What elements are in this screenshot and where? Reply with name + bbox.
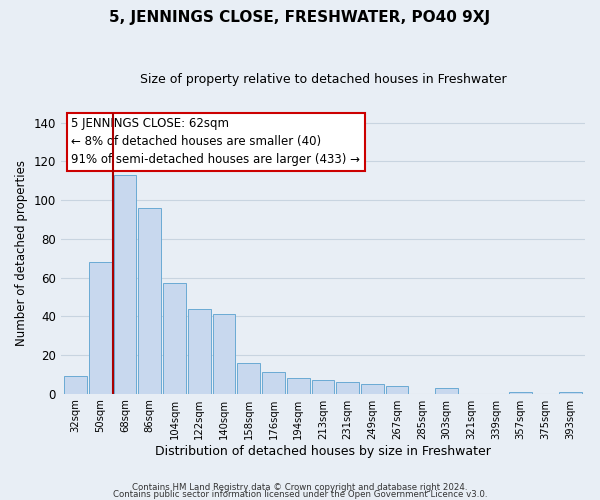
Bar	[435, 388, 458, 394]
Text: 5 JENNINGS CLOSE: 62sqm
← 8% of detached houses are smaller (40)
91% of semi-det: 5 JENNINGS CLOSE: 62sqm ← 8% of detached…	[71, 118, 360, 166]
Bar	[509, 392, 532, 394]
Bar	[311, 380, 334, 394]
Bar	[287, 378, 310, 394]
Bar	[89, 262, 112, 394]
Text: Contains public sector information licensed under the Open Government Licence v3: Contains public sector information licen…	[113, 490, 487, 499]
Bar	[262, 372, 285, 394]
Bar	[559, 392, 581, 394]
Bar	[336, 382, 359, 394]
X-axis label: Distribution of detached houses by size in Freshwater: Distribution of detached houses by size …	[155, 444, 491, 458]
Bar	[386, 386, 409, 394]
Bar	[139, 208, 161, 394]
Bar	[114, 175, 136, 394]
Bar	[188, 308, 211, 394]
Bar	[64, 376, 87, 394]
Title: Size of property relative to detached houses in Freshwater: Size of property relative to detached ho…	[140, 72, 506, 86]
Bar	[212, 314, 235, 394]
Bar	[163, 284, 186, 394]
Y-axis label: Number of detached properties: Number of detached properties	[15, 160, 28, 346]
Text: Contains HM Land Registry data © Crown copyright and database right 2024.: Contains HM Land Registry data © Crown c…	[132, 484, 468, 492]
Bar	[238, 362, 260, 394]
Bar	[361, 384, 384, 394]
Text: 5, JENNINGS CLOSE, FRESHWATER, PO40 9XJ: 5, JENNINGS CLOSE, FRESHWATER, PO40 9XJ	[109, 10, 491, 25]
